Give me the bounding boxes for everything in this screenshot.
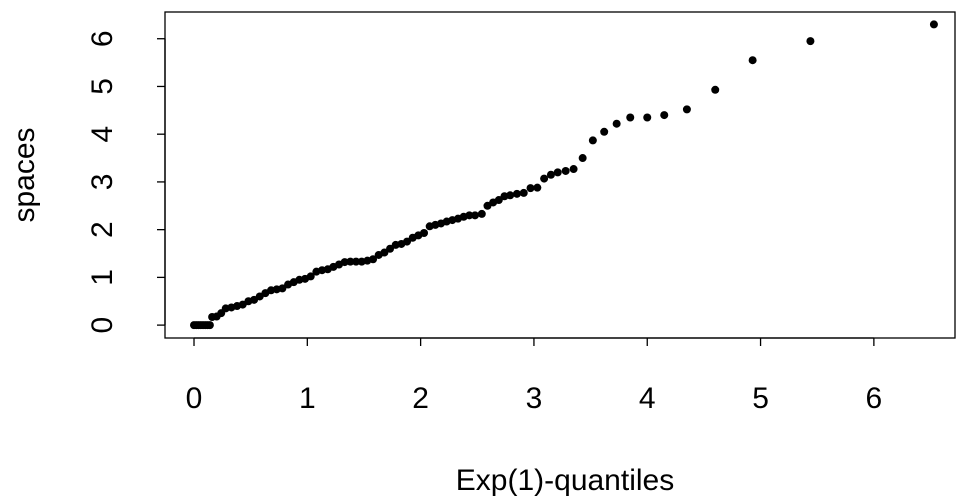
y-tick-label: 2	[86, 221, 119, 238]
point	[369, 255, 378, 264]
point	[643, 113, 652, 122]
point	[682, 105, 691, 114]
point	[533, 183, 542, 192]
point	[806, 37, 815, 46]
point	[306, 272, 315, 281]
point	[403, 237, 412, 246]
point	[471, 211, 480, 220]
point	[380, 248, 389, 257]
point	[748, 56, 757, 65]
point	[626, 113, 635, 122]
point	[465, 211, 474, 220]
point	[553, 168, 562, 177]
point	[561, 166, 570, 175]
x-tick-label: 4	[639, 382, 656, 415]
y-axis-label: spaces	[8, 127, 41, 222]
point	[494, 196, 503, 205]
y-tick-label: 3	[86, 174, 119, 191]
point	[477, 209, 486, 218]
point	[512, 189, 521, 198]
point	[612, 119, 621, 128]
point	[346, 257, 355, 266]
point	[278, 284, 287, 293]
y-tick-label: 5	[86, 78, 119, 95]
point	[929, 20, 938, 29]
point	[506, 191, 515, 200]
point	[519, 188, 528, 197]
x-tick-label: 1	[299, 382, 316, 415]
point	[660, 111, 669, 120]
x-tick-label: 2	[412, 382, 429, 415]
point	[588, 136, 597, 145]
point	[386, 244, 395, 253]
x-tick-label: 3	[526, 382, 543, 415]
point	[578, 154, 587, 163]
y-tick-label: 0	[86, 317, 119, 334]
point	[526, 184, 535, 193]
point	[569, 165, 578, 174]
point	[352, 257, 361, 266]
y-tick-label: 1	[86, 269, 119, 286]
point	[600, 127, 609, 136]
x-tick-label: 6	[866, 382, 883, 415]
point	[420, 228, 429, 237]
x-axis-label: Exp(1)-quantiles	[456, 464, 674, 497]
point	[205, 321, 214, 330]
x-tick-label: 0	[186, 382, 203, 415]
point	[711, 85, 720, 94]
x-tick-label: 5	[752, 382, 769, 415]
y-tick-label: 4	[86, 126, 119, 143]
point	[540, 174, 549, 183]
point	[546, 170, 555, 179]
y-tick-label: 6	[86, 30, 119, 47]
